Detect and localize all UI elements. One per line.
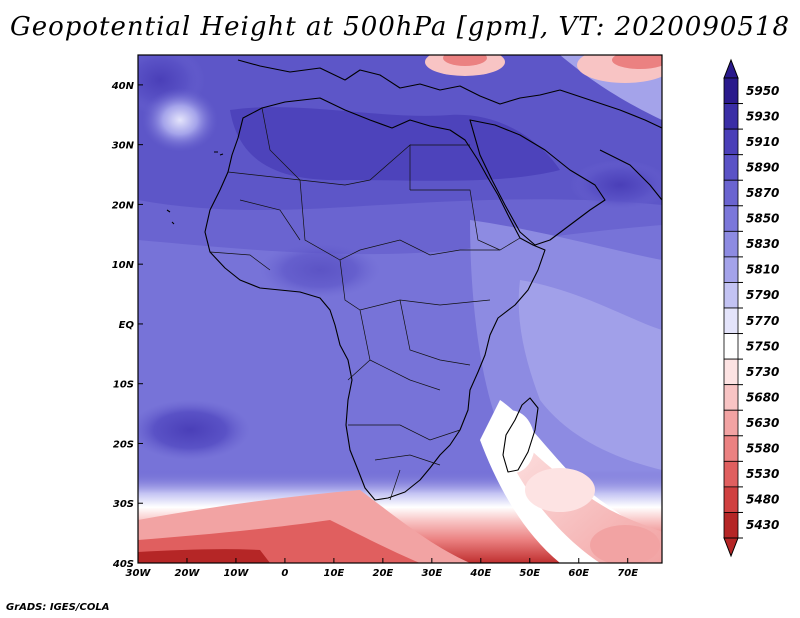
colorbar: 5950 5930 5910 5890 5870 5850 5830 5810 5790 5770… [723, 58, 779, 558]
axis-ticks: 30W 20W 10W 0 10E 20E 30E 40E 50E 60E 70E 40N 30N 20N… [111, 81, 639, 579]
colorbar-label: 5680 [746, 390, 779, 404]
country-borders [209, 107, 521, 501]
colorbar-bottom-arrow [723, 537, 739, 558]
colorbar-label: 5730 [746, 365, 779, 379]
colorbar-swatch [723, 486, 739, 513]
colorbar-label: 5630 [746, 416, 779, 430]
arabia-coastline [469, 119, 606, 246]
height-field [138, 55, 662, 563]
colorbar-swatch [723, 205, 739, 232]
y-tick-label: 20S [113, 439, 134, 450]
credit-text: GrADS: IGES/COLA [6, 602, 110, 613]
colorbar-swatch [723, 307, 739, 334]
x-tick-label: 60E [568, 568, 589, 579]
colorbar-label: 5430 [746, 518, 779, 532]
x-tick-label: 40E [469, 568, 491, 579]
y-tick-label: 30N [112, 141, 135, 152]
colorbar-swatch [723, 256, 739, 283]
y-tick-label: 20N [112, 200, 135, 211]
x-tick-label: 20W [174, 568, 200, 579]
x-tick-label: 50E [519, 568, 540, 579]
colorbar-swatch [723, 409, 739, 437]
europe-coastline [237, 59, 561, 105]
colorbar-label: 5850 [746, 212, 779, 226]
x-tick-label: 30W [126, 568, 152, 579]
colorbar-label: 5480 [746, 493, 779, 507]
plot-frame [137, 54, 663, 564]
colorbar-label: 5770 [746, 314, 779, 328]
colorbar-swatch [723, 154, 739, 181]
colorbar-label: 5750 [746, 339, 779, 353]
y-tick-label: 10S [113, 380, 134, 391]
y-tick-label: 40S [112, 559, 134, 570]
colorbar-label: 5930 [746, 109, 779, 123]
colorbar-label: 5580 [746, 442, 779, 456]
colorbar-label: 5870 [746, 186, 779, 200]
x-tick-label: 30E [421, 568, 442, 579]
colorbar-label: 5830 [746, 237, 779, 251]
colorbar-swatch [723, 512, 739, 539]
map-title: Geopotential Height at 500hPa [gpm], VT:… [9, 12, 791, 42]
colorbar-label: 5890 [746, 160, 779, 174]
x-tick-label: 10E [324, 568, 345, 579]
colorbar-label: 5810 [746, 263, 779, 277]
colorbar-top-arrow [723, 58, 739, 79]
colorbar-swatch [723, 103, 739, 130]
colorbar-swatch [723, 333, 739, 360]
canary-islands [214, 151, 224, 156]
colorbar-swatch [723, 358, 739, 386]
x-tick-label: 10W [223, 568, 249, 579]
colorbar-label: 5530 [746, 467, 779, 481]
x-tick-label: 0 [281, 568, 288, 579]
colorbar-swatch [723, 282, 739, 309]
colorbar-label: 5790 [746, 288, 779, 302]
y-tick-label: 30S [113, 499, 134, 510]
colorbar-swatch [723, 128, 739, 156]
coastlines [166, 59, 662, 501]
colorbar-label: 5950 [746, 84, 779, 98]
colorbar-swatch [723, 435, 739, 462]
cape-verde-islands [166, 209, 175, 225]
colorbar-swatch [723, 230, 739, 258]
colorbar-swatch [723, 179, 739, 207]
colorbar-swatch [723, 77, 739, 104]
x-tick-label: 70E [617, 568, 638, 579]
x-tick-label: 20E [372, 568, 393, 579]
y-tick-label: 40N [111, 81, 135, 92]
colorbar-label: 5910 [746, 135, 779, 149]
colorbar-swatch [723, 460, 739, 488]
asia-coastline [559, 89, 662, 201]
colorbar-swatch [723, 384, 739, 411]
africa-coastline [204, 97, 546, 501]
y-tick-label: EQ [119, 320, 135, 331]
y-tick-label: 10N [112, 260, 135, 271]
madagascar-coastline [502, 397, 539, 473]
